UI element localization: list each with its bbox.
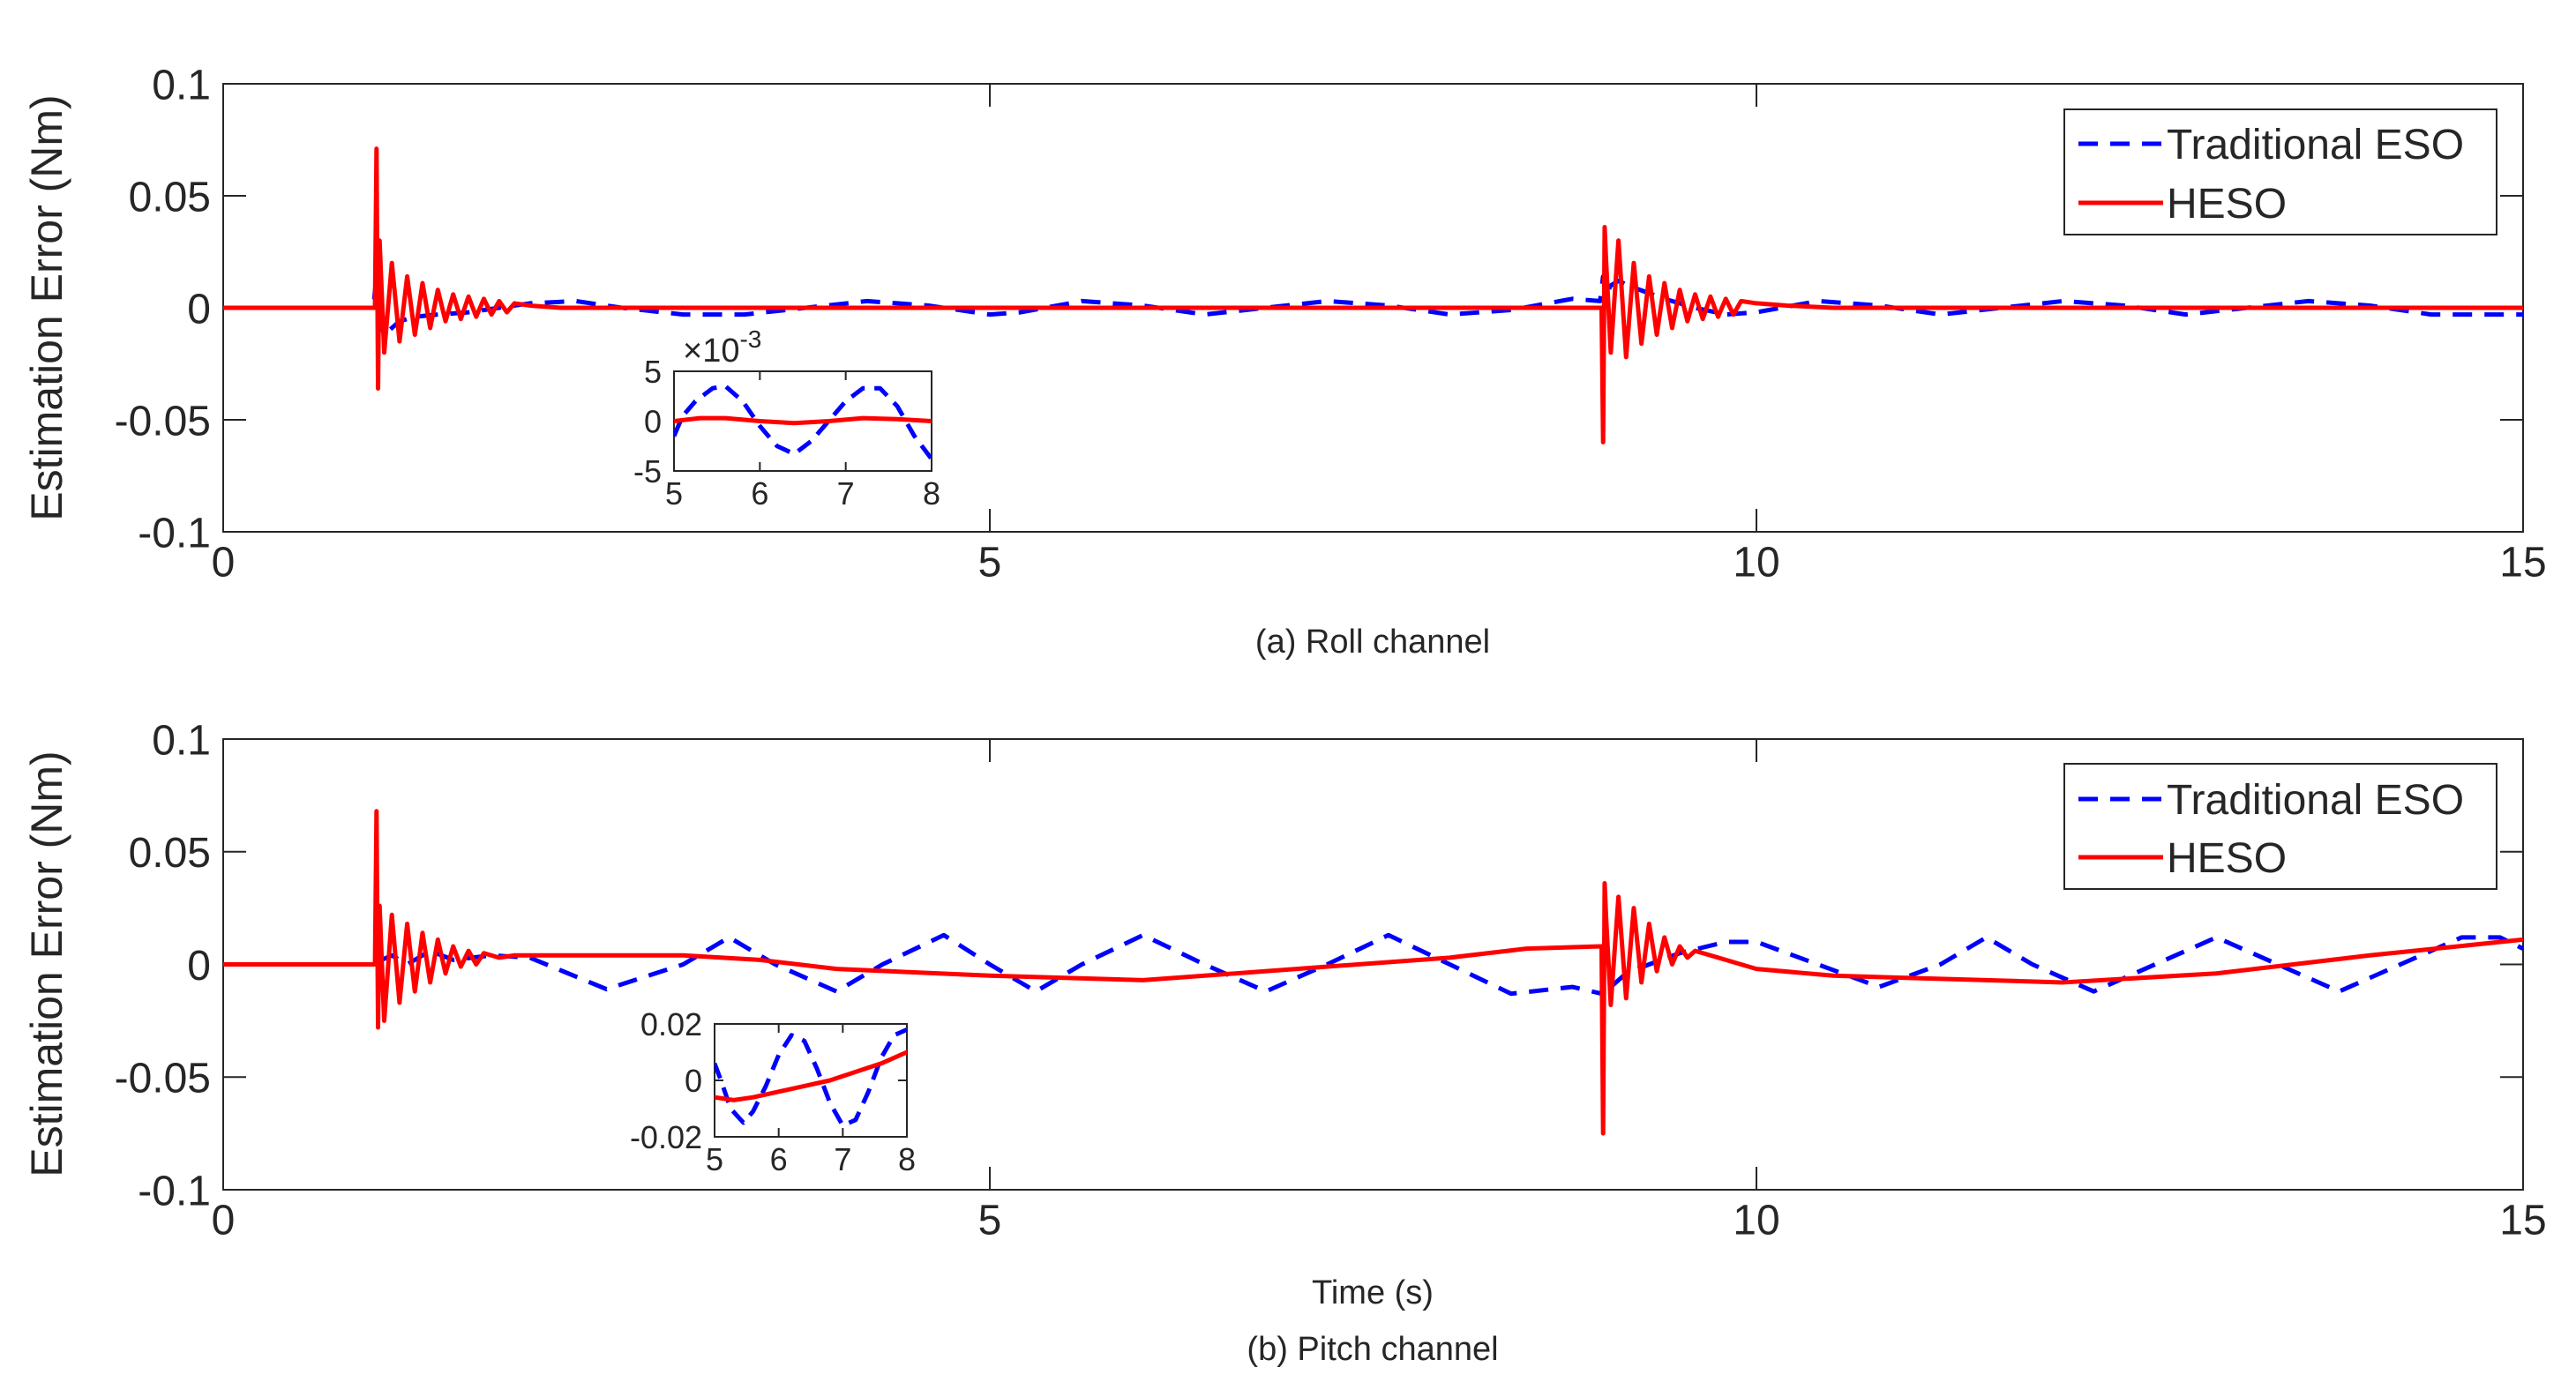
pitch-y-tick-label: -0.1 xyxy=(138,1168,211,1214)
roll-x-tick-label: 0 xyxy=(212,539,236,586)
roll-inset-heso-line xyxy=(674,415,932,426)
pitch-y-tick-label: 0.1 xyxy=(152,717,211,764)
pitch-inset-y-tick-label: 0 xyxy=(685,1063,702,1099)
pitch-x-tick-label: 0 xyxy=(212,1197,236,1244)
pitch-legend-box xyxy=(2063,763,2497,890)
roll-legend-heso-label: HESO xyxy=(2167,181,2287,228)
roll-legend: Traditional ESO HESO xyxy=(2063,108,2497,235)
pitch-inset: -0.02 0 0.02 5 6 7 8 xyxy=(630,1006,916,1177)
roll-inset-y-tick-label: -5 xyxy=(633,453,662,489)
roll-inset-x-tick-label: 7 xyxy=(837,475,855,512)
pitch-inset-x-ticks: 5 6 7 8 xyxy=(706,1024,916,1177)
roll-inset-x-tick-label: 8 xyxy=(923,475,940,512)
roll-inset-y-tick-label: 0 xyxy=(644,403,662,439)
pitch-y-ticks: -0.1 -0.05 0 0.05 0.1 xyxy=(115,717,2523,1214)
roll-inset-exponent-power: -3 xyxy=(739,325,761,353)
roll-y-axis-label: Estimation Error (Nm) xyxy=(22,94,71,520)
roll-y-ticks: -0.1 -0.05 0 0.05 0.1 xyxy=(115,62,2523,557)
pitch-inset-x-tick-label: 5 xyxy=(706,1141,723,1177)
roll-inset-exponent-base: ×10 xyxy=(683,332,739,370)
pitch-inset-x-tick-label: 7 xyxy=(834,1141,851,1177)
roll-inset-y-ticks: -5 0 5 xyxy=(633,354,932,489)
roll-y-tick-label: -0.1 xyxy=(138,510,211,557)
pitch-inset-heso-line xyxy=(715,1050,907,1102)
pitch-inset-plot-area xyxy=(714,1023,908,1138)
roll-x-tick-label: 10 xyxy=(1733,539,1779,586)
roll-inset-traditional-eso-line xyxy=(674,384,932,460)
roll-legend-box xyxy=(2063,108,2497,235)
pitch-inset-series xyxy=(715,1027,907,1128)
pitch-heso-line xyxy=(223,809,2523,1136)
pitch-panel: -0.1 -0.05 0 0.05 0.1 0 5 10 15 Estimation Erro… xyxy=(22,717,2547,1368)
roll-inset-x-tick-label: 6 xyxy=(751,475,768,512)
pitch-x-tick-label: 15 xyxy=(2499,1197,2546,1244)
roll-caption: (a) Roll channel xyxy=(1255,624,1490,661)
pitch-legend-eso-label: Traditional ESO xyxy=(2167,777,2464,824)
pitch-x-tick-label: 10 xyxy=(1733,1197,1779,1244)
roll-x-tick-label: 15 xyxy=(2499,539,2546,586)
roll-y-tick-label: 0 xyxy=(187,286,211,332)
pitch-inset-y-tick-label: 0.02 xyxy=(640,1006,702,1042)
roll-series xyxy=(223,146,2523,444)
pitch-series xyxy=(223,809,2523,1136)
roll-x-ticks: 0 5 10 15 xyxy=(212,84,2547,586)
roll-heso-line xyxy=(223,146,2523,444)
pitch-x-ticks: 0 5 10 15 xyxy=(212,739,2547,1244)
roll-y-tick-label: 0.1 xyxy=(152,62,211,108)
pitch-inset-traditional-eso-line xyxy=(715,1027,907,1128)
pitch-legend-heso-label: HESO xyxy=(2167,835,2287,882)
pitch-y-axis-label: Estimation Error (Nm) xyxy=(22,751,71,1177)
pitch-y-tick-label: -0.05 xyxy=(115,1056,211,1102)
pitch-y-tick-label: 0 xyxy=(187,943,211,990)
roll-y-tick-label: 0.05 xyxy=(129,174,211,220)
roll-inset-y-tick-label: 5 xyxy=(644,354,662,390)
roll-y-tick-label: -0.05 xyxy=(115,398,211,444)
roll-inset-series xyxy=(674,384,932,460)
pitch-inset-x-tick-label: 6 xyxy=(770,1141,788,1177)
pitch-x-tick-label: 5 xyxy=(978,1197,1002,1244)
roll-inset-x-tick-label: 5 xyxy=(665,475,683,512)
pitch-caption: (b) Pitch channel xyxy=(1247,1331,1498,1368)
roll-x-tick-label: 5 xyxy=(978,539,1002,586)
pitch-traditional-eso-line xyxy=(223,932,2523,997)
pitch-inset-x-tick-label: 8 xyxy=(898,1141,916,1177)
pitch-inset-y-ticks: -0.02 0 0.02 xyxy=(630,1006,907,1155)
pitch-y-tick-label: 0.05 xyxy=(129,830,211,877)
roll-legend-eso-label: Traditional ESO xyxy=(2167,122,2464,168)
pitch-x-axis-label: Time (s) xyxy=(1312,1274,1434,1311)
pitch-legend: Traditional ESO HESO xyxy=(2063,763,2497,890)
roll-inset-x-ticks: 5 6 7 8 xyxy=(665,371,940,512)
pitch-inset-y-tick-label: -0.02 xyxy=(630,1119,702,1155)
roll-inset-exponent: ×10-3 xyxy=(683,325,761,370)
